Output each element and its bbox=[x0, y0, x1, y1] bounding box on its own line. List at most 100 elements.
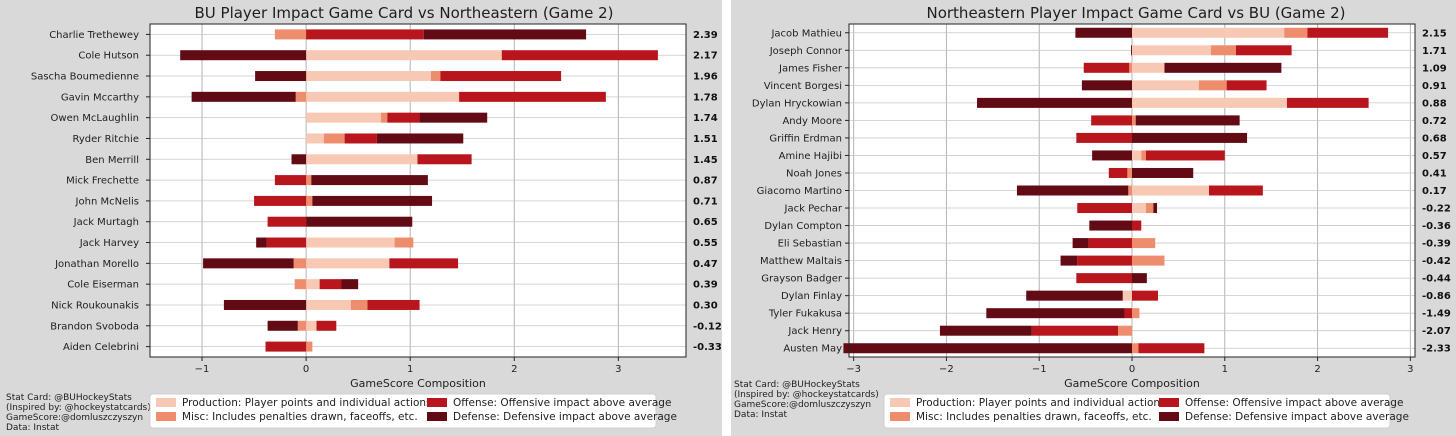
bar-segment-production bbox=[306, 133, 324, 144]
gamescore-label: 0.41 bbox=[1422, 168, 1447, 179]
chart-title: BU Player Impact Game Card vs Northeaste… bbox=[194, 4, 613, 22]
legend-label-misc: Misc: Includes penalties drawn, faceoffs… bbox=[916, 411, 1152, 423]
bar-segment-defense bbox=[223, 299, 307, 310]
bar-segment-defense bbox=[423, 29, 587, 40]
bar-segment-production bbox=[306, 112, 382, 123]
bar-segment-offense bbox=[266, 237, 307, 248]
bar-segment-defense bbox=[1016, 185, 1129, 196]
x-tick-label: 1 bbox=[407, 364, 413, 375]
gamescore-label: 0.17 bbox=[1422, 186, 1447, 197]
bar-segment-production bbox=[1122, 290, 1132, 301]
credit-line: Stat Card: @BUHockeyStats bbox=[6, 393, 132, 403]
bar-segment-production bbox=[306, 279, 320, 290]
bar-segment-defense bbox=[1131, 45, 1132, 56]
gamescore-label: -0.22 bbox=[1422, 204, 1451, 215]
bar-segment-offense bbox=[1145, 150, 1225, 161]
bar-segment-production bbox=[306, 237, 395, 248]
bu-impact-chart: BU Player Impact Game Card vs Northeaste… bbox=[31, 4, 722, 390]
player-name-label: Tyler Fukakusa bbox=[768, 309, 842, 320]
gamescore-label: 0.88 bbox=[1422, 98, 1447, 109]
bar-segment-misc bbox=[1118, 325, 1132, 336]
bar-segment-defense bbox=[1089, 220, 1132, 231]
bar-segment-offense bbox=[1076, 132, 1132, 143]
x-tick-label: −1 bbox=[195, 364, 210, 375]
bar-segment-production bbox=[306, 320, 317, 331]
bar-segment-defense bbox=[843, 343, 1132, 354]
bar-segment-misc bbox=[431, 71, 441, 82]
bar-segment-misc bbox=[323, 133, 345, 144]
bar-segment-offense bbox=[316, 320, 337, 331]
bar-segment-defense bbox=[306, 216, 413, 227]
bar-segment-defense bbox=[1153, 203, 1158, 214]
bar-segment-production bbox=[306, 71, 432, 82]
player-name-label: Vincent Borgesi bbox=[764, 81, 842, 92]
bar-segment-offense bbox=[1124, 308, 1132, 319]
gamescore-label: 0.57 bbox=[1422, 151, 1447, 162]
player-name-label: Brandon Svoboda bbox=[50, 321, 139, 332]
bar-segment-production bbox=[306, 299, 351, 310]
legend-swatch-production bbox=[890, 398, 910, 407]
gamescore-label: -2.33 bbox=[1422, 344, 1451, 355]
bar-segment-offense bbox=[254, 195, 307, 206]
player-name-label: Andy Moore bbox=[782, 116, 842, 127]
bar-segment-offense bbox=[440, 71, 562, 82]
plot-frame bbox=[848, 23, 1416, 358]
player-name-label: Amine Hajibi bbox=[779, 151, 842, 162]
bar-segment-misc bbox=[1132, 255, 1165, 266]
credit-line: Data: Instat bbox=[734, 410, 787, 420]
bar-segment-production bbox=[306, 258, 390, 269]
legend-swatch-defense bbox=[1159, 412, 1179, 421]
x-tick-label: 2 bbox=[511, 364, 517, 375]
credit-line: Stat Card: @BUHockeyStats bbox=[734, 380, 860, 390]
bar-segment-misc bbox=[1128, 185, 1132, 196]
legend-frame bbox=[149, 393, 657, 429]
right-credits: Stat Card: @BUHockeyStats (Inspired by: … bbox=[734, 380, 879, 420]
bar-segment-defense bbox=[1060, 255, 1078, 266]
gamescore-label: -0.33 bbox=[693, 342, 722, 353]
bar-segment-misc bbox=[1132, 343, 1139, 354]
bar-segment-misc bbox=[306, 195, 313, 206]
gamescore-label: -0.12 bbox=[693, 321, 722, 332]
bar-segment-production bbox=[1132, 27, 1285, 38]
player-name-label: Griffin Erdman bbox=[769, 133, 842, 144]
player-name-label: Cole Eiserman bbox=[67, 280, 139, 291]
bar-segment-misc bbox=[274, 29, 307, 40]
bar-segment-defense bbox=[341, 279, 359, 290]
gamescore-label: 2.17 bbox=[693, 51, 718, 62]
gamescore-label: -0.44 bbox=[1422, 274, 1451, 285]
bar-segment-production bbox=[1132, 80, 1199, 91]
player-name-label: Gavin Mccarthy bbox=[61, 92, 139, 103]
bar-segment-defense bbox=[1081, 80, 1132, 91]
x-tick-label: 0 bbox=[303, 364, 309, 375]
bar-segment-defense bbox=[291, 154, 307, 165]
legend-label-production: Production: Player points and individual… bbox=[916, 397, 1166, 409]
gamescore-label: 1.09 bbox=[1422, 63, 1447, 74]
credit-line: (Inspired by: @hockeystatcards) bbox=[6, 403, 151, 413]
bar-segment-misc bbox=[306, 175, 312, 186]
gamescore-label: -0.86 bbox=[1422, 291, 1451, 302]
northeastern-impact-chart: Northeastern Player Impact Game Card vs … bbox=[752, 4, 1451, 390]
credit-line: GameScore:@domluszczyszyn bbox=[734, 400, 871, 410]
player-name-label: Jack Pechar bbox=[784, 204, 843, 215]
gamescore-label: -0.36 bbox=[1422, 221, 1451, 232]
player-name-label: Jack Henry bbox=[787, 326, 842, 337]
bar-segment-defense bbox=[1132, 273, 1147, 284]
player-name-label: Joseph Connor bbox=[769, 46, 843, 57]
bar-segment-defense bbox=[1135, 115, 1240, 126]
bar-segment-production bbox=[1132, 62, 1165, 73]
player-name-label: James Fisher bbox=[778, 63, 843, 74]
x-axis-label: GameScore Composition bbox=[1064, 377, 1200, 390]
bar-segment-offense bbox=[274, 175, 307, 186]
bar-segment-misc bbox=[1198, 80, 1227, 91]
bar-segment-production bbox=[1132, 185, 1210, 196]
player-name-label: Austen May bbox=[783, 344, 842, 355]
bar-segment-misc bbox=[1284, 27, 1308, 38]
player-name-label: Dylan Hryckowian bbox=[752, 98, 842, 109]
bar-segment-offense bbox=[1286, 97, 1369, 108]
bar-segment-defense bbox=[1132, 167, 1194, 178]
gamescore-label: 0.47 bbox=[693, 259, 718, 270]
left-legend: Production: Player points and individual… bbox=[149, 393, 677, 429]
bar-segment-defense bbox=[311, 175, 428, 186]
player-name-label: Jack Murtagh bbox=[73, 217, 139, 228]
legend-label-offense: Offense: Offensive impact above average bbox=[1185, 397, 1403, 409]
